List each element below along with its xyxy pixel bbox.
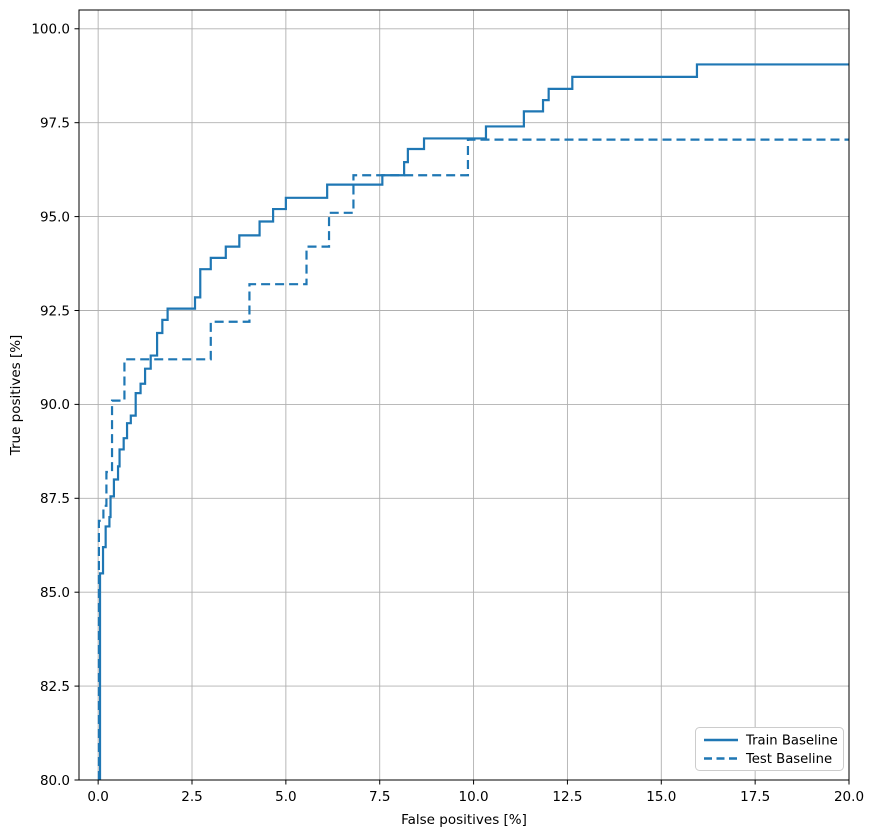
x-tick-label: 5.0 [275,789,296,805]
y-tick-label: 80.0 [40,773,70,789]
x-tick-label: 10.0 [459,789,489,805]
y-tick-label: 100.0 [31,22,70,38]
axes-background [79,10,849,780]
legend-label: Test Baseline [745,752,832,767]
y-tick-label: 95.0 [40,209,70,225]
legend: Train Baseline Test Baseline [695,727,844,771]
series-line-test-baseline [97,138,849,780]
y-axis-label: True positives [%] [8,335,24,457]
y-tick-label: 97.5 [40,115,70,131]
y-tick-label: 82.5 [40,679,70,695]
series-line-train-baseline [98,63,849,780]
x-tick-label: 12.5 [552,789,582,805]
y-tick-label: 85.0 [40,585,70,601]
x-axis-label: False positives [%] [401,812,527,828]
x-tick-label: 2.5 [181,789,202,805]
legend-label: Train Baseline [745,734,838,749]
x-tick-label: 0.0 [87,789,108,805]
y-tick-label: 90.0 [40,397,70,413]
x-tick-label: 7.5 [369,789,390,805]
y-tick-label: 92.5 [40,303,70,319]
plot-border [78,9,850,781]
x-tick-label: 17.5 [740,789,770,805]
y-tick-label: 87.5 [40,491,70,507]
x-tick-label: 20.0 [834,789,864,805]
x-tick-label: 15.0 [646,789,676,805]
